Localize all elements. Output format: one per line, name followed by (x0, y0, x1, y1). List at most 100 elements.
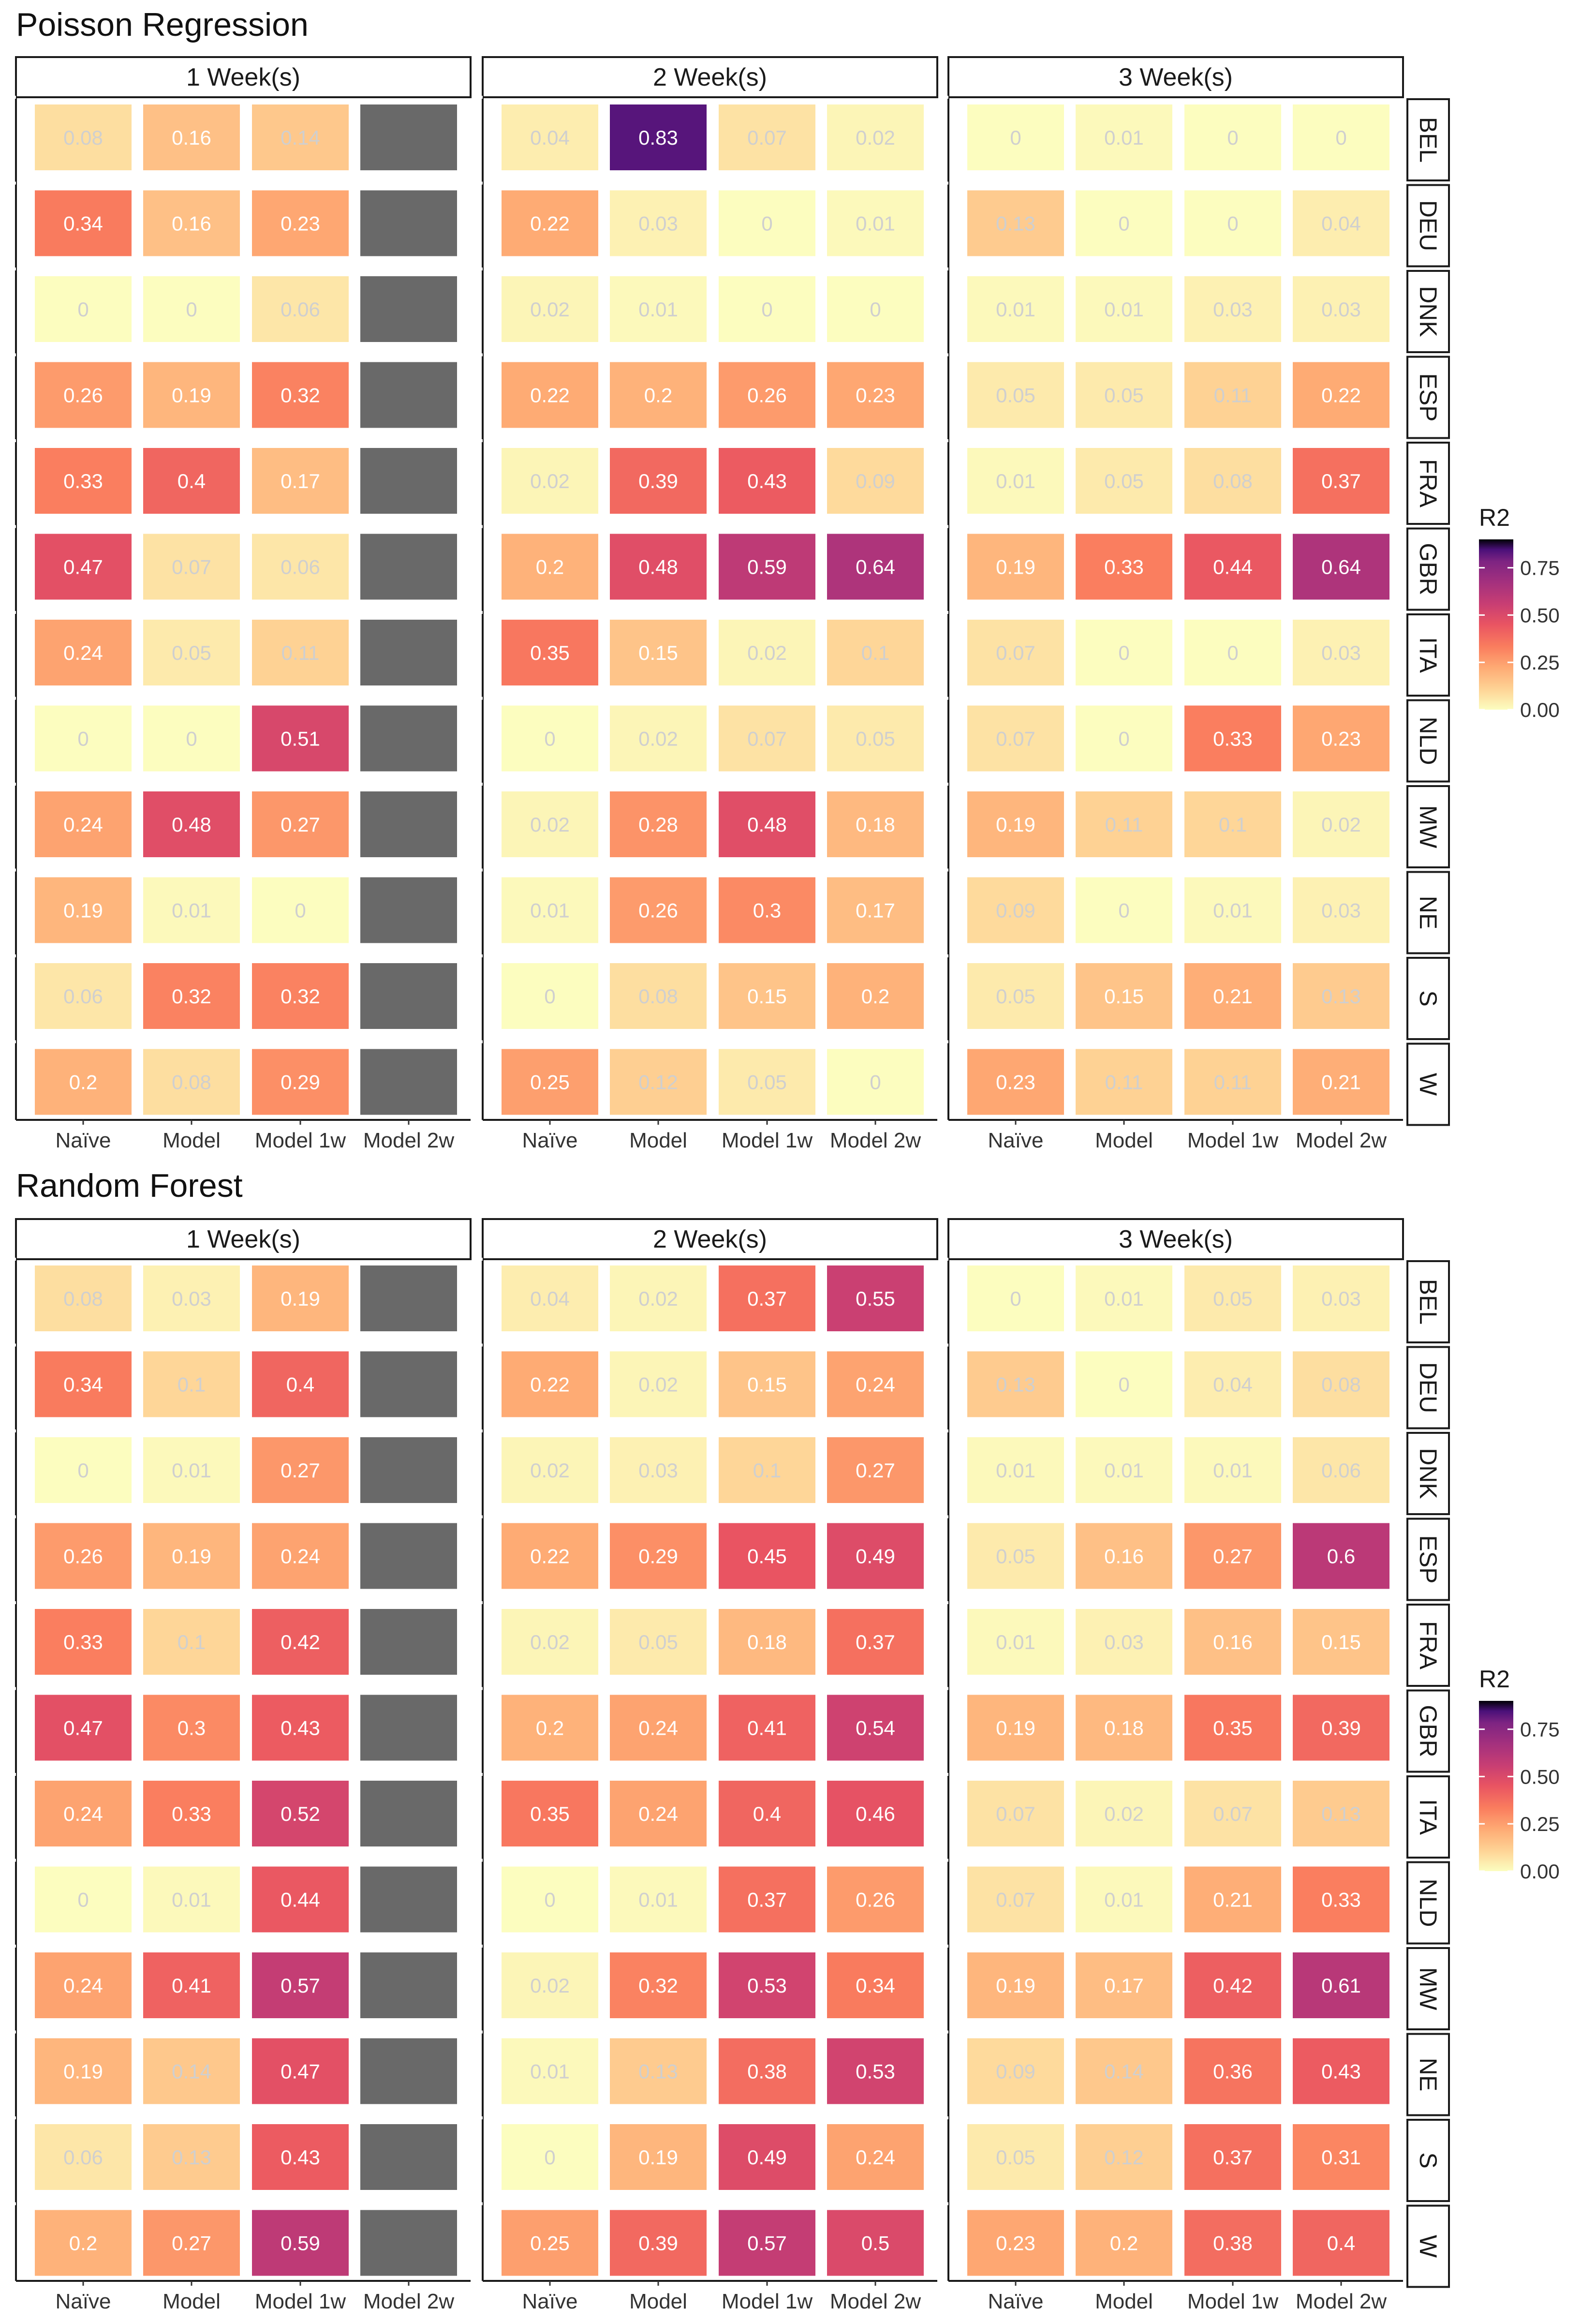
cell-value-label: 0.13 (1321, 985, 1361, 1008)
panel-strip (947, 56, 1404, 98)
heatmap-cell (35, 1866, 132, 1933)
cell-value-label: 0.19 (996, 1717, 1035, 1740)
cell-value-label: 0 (1118, 641, 1129, 664)
row-strip (1406, 1861, 1450, 1945)
heatmap-cell (967, 1781, 1064, 1846)
heatmap-cell (1076, 1866, 1172, 1933)
cell-value-label: 0.25 (530, 2232, 570, 2255)
heatmap-cell (967, 877, 1064, 943)
cell-value-label: 0.35 (530, 641, 570, 664)
cell-value-label: 0 (1010, 126, 1021, 149)
heatmap-cell (719, 2124, 815, 2190)
heatmap-cell (827, 448, 924, 514)
heatmap-cell (967, 1866, 1064, 1933)
cell-value-label: 0.37 (747, 1889, 787, 1911)
chart-block: Poisson Regression 1 Week(s) 0.08 0.16 0.14 0… (12, 6, 1560, 1152)
cell-value-label: 0.18 (1104, 1717, 1144, 1740)
heatmap-cell (719, 104, 815, 170)
cell-value-label: 0.05 (638, 1631, 678, 1653)
cell-value-label: 0.24 (638, 1802, 678, 1825)
cell-value-label: 0.12 (1104, 2146, 1144, 2169)
cell-value-label: 0.24 (63, 813, 103, 836)
cell-value-label: 0.13 (1321, 1802, 1361, 1825)
legend-tick-label: 0.00 (1520, 1860, 1560, 1883)
heatmap-cell (252, 620, 349, 685)
heatmap-cell-missing (360, 620, 457, 685)
cell-value-label: 0 (544, 728, 555, 750)
heatmap-cell (719, 2038, 815, 2104)
cell-value-label: 0.08 (1321, 1373, 1361, 1396)
heatmap-cell (827, 620, 924, 685)
heatmap-cell (502, 1437, 598, 1503)
heatmap-cell (252, 877, 349, 943)
cell-value-label: 0 (870, 1071, 881, 1094)
cell-value-label: 0.11 (1105, 1071, 1143, 1094)
heatmap-cell (143, 877, 240, 943)
cell-value-label: 0.59 (747, 556, 787, 579)
cell-value-label: 0.42 (1213, 1974, 1253, 1997)
heatmap-cell (827, 104, 924, 170)
heatmap-cell (967, 791, 1064, 857)
heatmap-cell (143, 1049, 240, 1115)
heatmap-cell (967, 362, 1064, 428)
heatmap-cell (1184, 534, 1281, 600)
heatmap-cell (610, 362, 707, 428)
heatmap-cell-missing (360, 2210, 457, 2276)
cell-value-label: 0.19 (281, 1287, 320, 1310)
heatmap-cell (1076, 276, 1172, 342)
cell-value-label: 0.05 (996, 985, 1035, 1008)
cell-value-label: 0.16 (1104, 1545, 1144, 1568)
heatmap-cell (1293, 1523, 1389, 1589)
cell-value-label: 0.08 (63, 126, 103, 149)
row-strip (1406, 871, 1450, 954)
heatmap-cell (610, 1351, 707, 1417)
cell-value-label: 0.18 (856, 813, 895, 836)
heatmap-cell (252, 1049, 349, 1115)
panel-label: 3 Week(s) (1119, 1225, 1233, 1253)
legend-title: R2 (1479, 504, 1510, 531)
cell-value-label: 0.19 (172, 1545, 211, 1568)
heatmap-cell (252, 448, 349, 514)
heatmap-cell (1293, 2038, 1389, 2104)
cell-value-label: 0.04 (530, 126, 570, 149)
cell-value-label: 0.05 (996, 384, 1035, 407)
cell-value-label: 0.09 (856, 470, 895, 492)
heatmap-cell (143, 791, 240, 857)
heatmap-cell (1184, 104, 1281, 170)
cell-value-label: 0 (77, 298, 89, 321)
heatmap-cell (610, 1049, 707, 1115)
chart-title: Poisson Regression (16, 6, 309, 43)
cell-value-label: 0 (544, 1889, 555, 1911)
heatmap-cell (827, 2038, 924, 2104)
heatmap-cell (1184, 1952, 1281, 2018)
cell-value-label: 0 (544, 985, 555, 1008)
heatmap-cell (502, 1866, 598, 1933)
heatmap-cell (1076, 963, 1172, 1029)
heatmap-cell (502, 362, 598, 428)
heatmap-cell (1184, 620, 1281, 685)
heatmap-cell (1076, 534, 1172, 600)
cell-value-label: 0.05 (856, 728, 895, 750)
cell-value-label: 0.4 (286, 1373, 314, 1396)
cell-value-label: 0.39 (1321, 1717, 1361, 1740)
heatmap-cell (1293, 2124, 1389, 2190)
row-strip (1406, 1947, 1450, 2030)
heatmap-cell (143, 2038, 240, 2104)
cell-value-label: 0 (1010, 1287, 1021, 1310)
heatmap-cell (143, 2210, 240, 2276)
cell-value-label: 0.26 (747, 384, 787, 407)
x-tick-label: Model 1w (1187, 2290, 1279, 2313)
cell-value-label: 0.01 (996, 298, 1035, 321)
heatmap-cell (1184, 1781, 1281, 1846)
cell-value-label: 0.02 (530, 1631, 570, 1653)
heatmap-cell (610, 791, 707, 857)
x-tick-label: Naïve (56, 1129, 111, 1152)
heatmap-cell (719, 1265, 815, 1331)
cell-value-label: 0.03 (1321, 298, 1361, 321)
heatmap-cell (719, 1866, 815, 1933)
heatmap-cell (502, 104, 598, 170)
cell-value-label: 0.15 (747, 985, 787, 1008)
heatmap-cell (502, 1265, 598, 1331)
heatmap-cell (719, 1351, 815, 1417)
cell-value-label: 0.19 (638, 2146, 678, 2169)
